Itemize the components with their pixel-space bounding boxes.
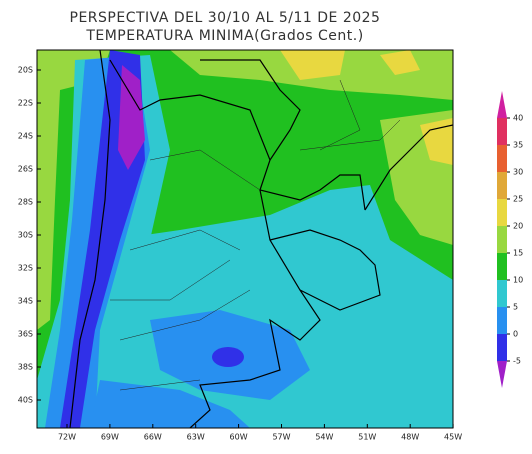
colorbar-segment [497,199,507,226]
colorbar-label: 40 [513,114,523,123]
colorbar-segment [497,307,507,334]
colorbar-segment [497,253,507,280]
lat-label: 36S [18,330,33,339]
colorbar-segment [497,280,507,307]
colorbar-label: 15 [513,249,523,258]
lon-label: 63W [187,433,205,442]
lat-label: 20S [18,66,33,75]
colorbar-label: 30 [513,168,523,177]
lon-label: 57W [272,433,290,442]
lat-label: 34S [18,297,33,306]
colorbar-label: 5 [513,303,518,312]
lat-label: 40S [18,396,33,405]
colorbar-segment [497,145,507,172]
colorbar-label: 20 [513,222,523,231]
lat-label: 26S [18,165,33,174]
lat-label: 30S [18,231,33,240]
map-frame [36,49,454,429]
colorbar-label: -5 [513,357,521,366]
lon-label: 60W [230,433,248,442]
lon-label: 72W [58,433,76,442]
lat-label: 28S [18,198,33,207]
lon-label: 66W [144,433,162,442]
colorbar-end [497,361,507,388]
colorbar-segment [497,226,507,253]
lon-label: 69W [101,433,119,442]
colorbar-segment [497,172,507,199]
colorbar-end [497,91,507,118]
map [37,50,453,428]
lat-label: 24S [18,132,33,141]
lon-label: 51W [358,433,376,442]
colorbar-label: 0 [513,330,518,339]
colorbar-segment [497,334,507,361]
title-line: PERSPECTIVA DEL 30/10 AL 5/11 DE 2025 [70,10,381,26]
title-line: TEMPERATURA MINIMA(Grados Cent.) [85,28,363,44]
lat-label: 22S [18,99,33,108]
lat-label: 38S [18,363,33,372]
colorbar-segment [497,118,507,145]
colorbar-label: 10 [513,276,523,285]
lon-label: 54W [315,433,333,442]
lat-label: 32S [18,264,33,273]
colorbar-label: 25 [513,195,523,204]
lon-label: 45W [444,433,462,442]
lon-label: 48W [401,433,419,442]
colorbar-label: 35 [513,141,523,150]
